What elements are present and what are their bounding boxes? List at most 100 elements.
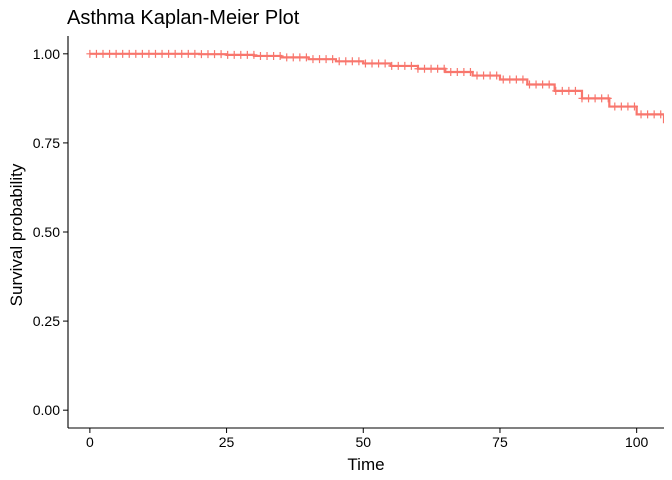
axes: 0 25 50 75 100 0.00 0.25 0.50 0.75 1.00 [33, 36, 664, 450]
censor-mark [512, 75, 520, 84]
censor-mark [453, 67, 461, 76]
censor-mark [558, 86, 566, 95]
censor-mark [342, 57, 350, 66]
y-tick-label: 0.75 [33, 135, 60, 151]
censor-mark [578, 94, 586, 103]
x-tick-label: 25 [219, 434, 235, 450]
censor-mark [138, 49, 146, 58]
y-tick-label: 0.50 [33, 224, 60, 240]
censor-mark [217, 50, 225, 59]
censor-mark [630, 102, 638, 111]
censor-mark [165, 49, 173, 58]
censor-mark [263, 51, 271, 60]
censor-mark [322, 55, 330, 64]
censor-mark [519, 75, 527, 84]
censor-mark [493, 71, 501, 80]
censor-mark [657, 110, 664, 119]
censor-mark [591, 94, 599, 103]
censor-mark [99, 49, 107, 58]
censor-mark [355, 57, 363, 66]
censor-mark [532, 80, 540, 89]
censor-mark [611, 102, 619, 111]
survival-curve [86, 49, 664, 124]
censor-mark [184, 49, 192, 58]
censor-mark [506, 75, 514, 84]
censor-mark [545, 80, 553, 89]
censor-mark [486, 71, 494, 80]
y-tick-label: 0.25 [33, 313, 60, 329]
censor-mark [296, 53, 304, 62]
censor-mark [316, 55, 324, 64]
censor-mark [289, 53, 297, 62]
censor-mark [388, 61, 396, 70]
censor-mark [309, 55, 317, 64]
y-tick-label: 1.00 [33, 46, 60, 62]
censor-mark [243, 50, 251, 59]
y-tick-label: 0.00 [33, 402, 60, 418]
censor-mark [368, 59, 376, 68]
censor-mark [434, 64, 442, 73]
censor-mark [92, 49, 100, 58]
chart-title: Asthma Kaplan-Meier Plot [67, 7, 300, 29]
censor-mark [401, 61, 409, 70]
censor-mark [237, 50, 245, 59]
censor-mark [112, 49, 120, 58]
censor-mark [624, 102, 632, 111]
censor-mark [145, 49, 153, 58]
censor-mark [571, 86, 579, 95]
censor-mark [598, 94, 606, 103]
censor-mark [132, 49, 140, 58]
censor-mark [604, 94, 612, 103]
censor-mark [204, 50, 212, 59]
censor-mark [440, 64, 448, 73]
y-axis-title: Survival probability [7, 163, 26, 306]
censor-mark [151, 49, 159, 58]
censor-mark [466, 67, 474, 76]
censor-mark [473, 71, 481, 80]
censor-mark [361, 59, 369, 68]
censor-mark [276, 51, 284, 60]
censor-mark [230, 50, 238, 59]
censor-mark [565, 86, 573, 95]
x-tick-label: 50 [355, 434, 371, 450]
censor-mark [197, 50, 205, 59]
x-tick-label: 75 [492, 434, 508, 450]
censor-mark [106, 49, 114, 58]
censor-mark [86, 49, 94, 58]
censor-mark [552, 86, 560, 95]
x-tick-label: 100 [625, 434, 649, 450]
censor-mark [329, 55, 337, 64]
censor-mark [644, 110, 652, 119]
censor-mark [650, 110, 658, 119]
censor-mark [224, 50, 232, 59]
censor-mark [499, 75, 507, 84]
censor-mark [348, 57, 356, 66]
censor-mark [178, 49, 186, 58]
x-tick-label: 0 [86, 434, 94, 450]
censor-mark [381, 59, 389, 68]
x-axis-title: Time [347, 455, 384, 474]
censor-mark [394, 61, 402, 70]
censor-mark [158, 49, 166, 58]
survival-line [89, 52, 664, 124]
censor-mark [407, 61, 415, 70]
censor-mark [617, 102, 625, 111]
censor-mark [250, 50, 258, 59]
censor-mark [211, 50, 219, 59]
censor-mark [335, 57, 343, 66]
censor-mark [637, 110, 645, 119]
censor-mark [375, 59, 383, 68]
censor-mark [414, 64, 422, 73]
censor-mark [270, 51, 278, 60]
censor-mark [256, 51, 264, 60]
censor-mark [283, 53, 291, 62]
censor-mark [171, 49, 179, 58]
censor-mark [480, 71, 488, 80]
censor-mark [447, 67, 455, 76]
censor-mark [460, 67, 468, 76]
censor-mark [119, 49, 127, 58]
censor-mark [525, 80, 533, 89]
censor-mark [539, 80, 547, 89]
censor-mark [585, 94, 593, 103]
